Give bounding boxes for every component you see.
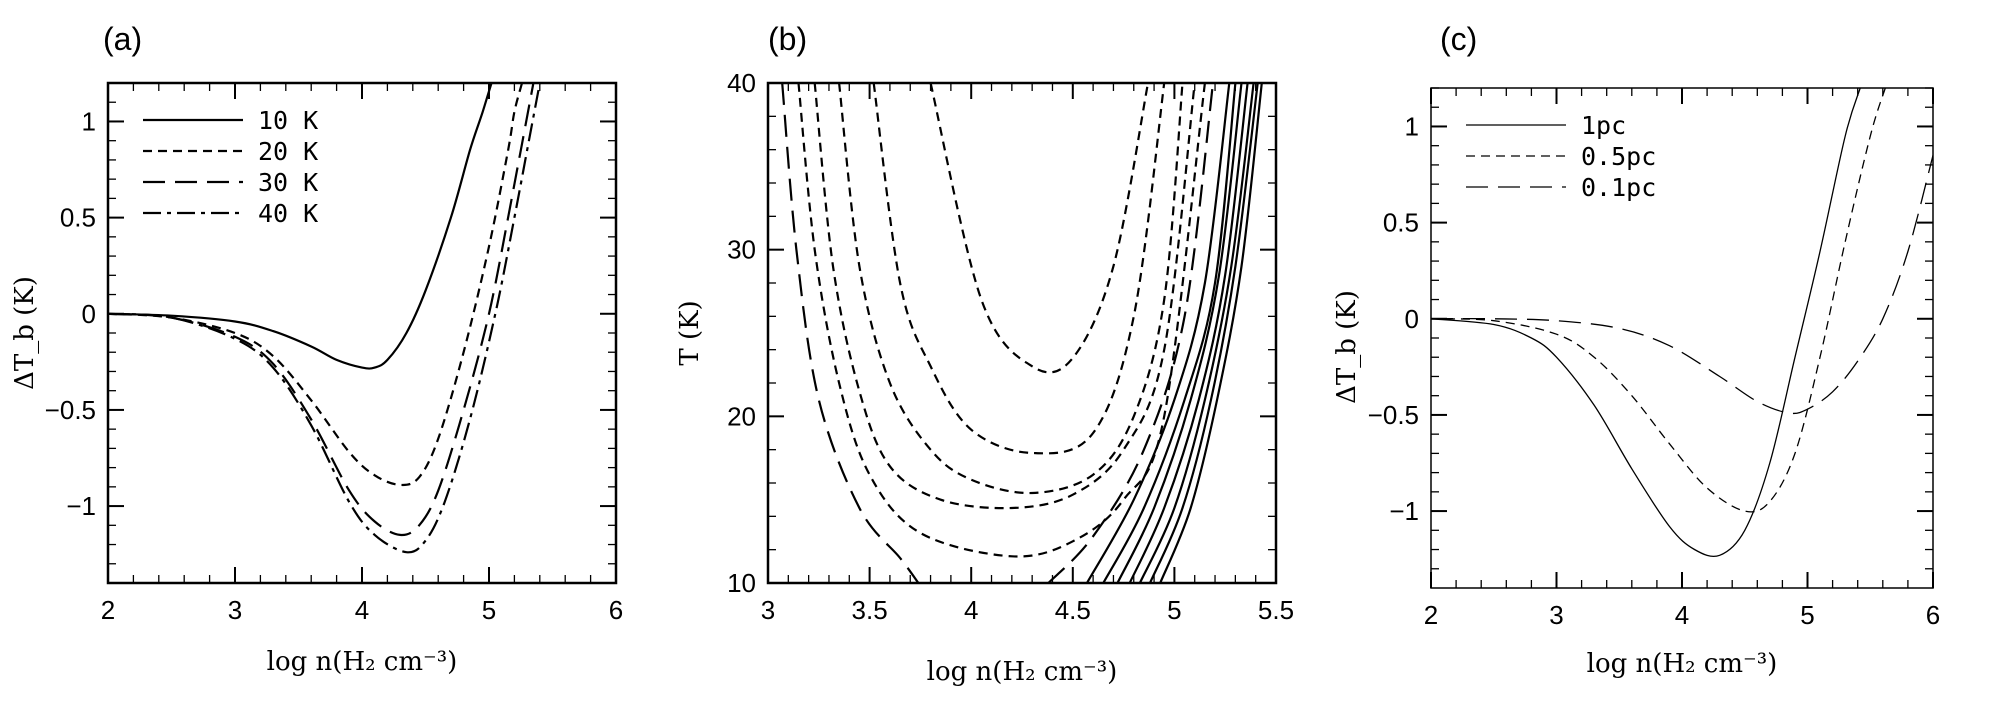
x-tick-label: 4 bbox=[964, 595, 978, 625]
series-line-10 bbox=[1116, 83, 1243, 583]
panel-b-ylabel: T (K) bbox=[675, 300, 705, 365]
x-tick-label: 4 bbox=[1675, 600, 1689, 630]
series-line-1pc bbox=[1431, 88, 1861, 558]
panel-c-xlabel: log n(H₂ cm⁻³) bbox=[1587, 649, 1778, 679]
y-tick-label: −1 bbox=[1389, 496, 1419, 526]
panel-b-ticks bbox=[767, 82, 1277, 584]
legend-label: 0.1pc bbox=[1581, 173, 1656, 202]
panel-a-curves bbox=[108, 83, 541, 554]
panel-b-tick-labels: 3 3.5 4 4.5 5 5.5 40 30 20 10 bbox=[727, 68, 1294, 625]
y-tick-label: 0.5 bbox=[1383, 208, 1419, 238]
panel-c-ylabel: ΔT_b (K) bbox=[1332, 290, 1362, 404]
series-line-6 bbox=[781, 83, 920, 583]
y-tick-label: 10 bbox=[727, 568, 756, 598]
y-tick-label: 20 bbox=[727, 401, 756, 431]
series-line-2 bbox=[872, 83, 1166, 455]
x-tick-label: 3 bbox=[1549, 600, 1563, 630]
series-line-0.5pc bbox=[1431, 88, 1886, 513]
x-tick-label: 5 bbox=[1167, 595, 1181, 625]
x-tick-label: 4.5 bbox=[1055, 595, 1091, 625]
series-line-1 bbox=[929, 83, 1150, 374]
series-line-7 bbox=[1047, 83, 1215, 583]
y-tick-label: 1 bbox=[82, 106, 96, 136]
y-tick-label: 30 bbox=[727, 235, 756, 265]
panel-c-frame bbox=[1430, 87, 1934, 589]
x-tick-label: 2 bbox=[1424, 600, 1438, 630]
panel-a-ylabel: ΔT_b (K) bbox=[10, 276, 40, 390]
series-line-8 bbox=[1086, 83, 1231, 583]
panel-a: (a) 2 3 4 5 6 1 0.5 0 −0.5 −1 10 K20 K30 K40 K lo… bbox=[10, 21, 623, 677]
panel-c-curves bbox=[1431, 88, 1933, 558]
series-line-30-k bbox=[108, 83, 535, 537]
panel-c-label: (c) bbox=[1440, 21, 1477, 57]
x-tick-label: 6 bbox=[1926, 600, 1940, 630]
y-tick-label: 1 bbox=[1405, 111, 1419, 141]
x-tick-label: 3 bbox=[228, 595, 242, 625]
legend-label: 30 K bbox=[258, 168, 318, 197]
panel-b-xlabel: log n(H₂ cm⁻³) bbox=[927, 657, 1118, 687]
x-tick-label: 3 bbox=[761, 595, 775, 625]
panel-a-label: (a) bbox=[103, 21, 142, 57]
series-line-0.1pc bbox=[1431, 155, 1933, 415]
x-tick-label: 3.5 bbox=[852, 595, 888, 625]
series-line-40-k bbox=[108, 83, 541, 554]
x-tick-label: 6 bbox=[609, 595, 623, 625]
series-line-12 bbox=[1138, 83, 1255, 583]
panel-a-legend: 10 K20 K30 K40 K bbox=[143, 106, 318, 228]
y-tick-label: 40 bbox=[727, 68, 756, 98]
legend-label: 0.5pc bbox=[1581, 142, 1656, 171]
y-tick-label: 0.5 bbox=[60, 203, 96, 233]
panel-a-xlabel: log n(H₂ cm⁻³) bbox=[267, 647, 458, 677]
series-line-13 bbox=[1148, 83, 1259, 583]
y-tick-label: 0 bbox=[1405, 304, 1419, 334]
panel-b-label: (b) bbox=[768, 21, 807, 57]
series-line-9 bbox=[1102, 83, 1237, 583]
y-tick-label: −1 bbox=[66, 491, 96, 521]
panel-c-tick-labels: 2 3 4 5 6 1 0.5 0 −0.5 −1 bbox=[1368, 111, 1941, 630]
x-tick-label: 2 bbox=[101, 595, 115, 625]
panel-a-tick-labels: 2 3 4 5 6 1 0.5 0 −0.5 −1 bbox=[45, 106, 624, 625]
panel-b-curves bbox=[781, 83, 1263, 583]
panel-a-frame bbox=[106, 81, 618, 585]
series-line-5 bbox=[797, 83, 1206, 558]
legend-label: 20 K bbox=[258, 137, 318, 166]
legend-label: 10 K bbox=[258, 106, 318, 135]
panel-a-ticks bbox=[107, 82, 617, 583]
x-tick-label: 5 bbox=[1800, 600, 1814, 630]
series-line-20-k bbox=[108, 83, 524, 487]
panel-b-frame bbox=[766, 81, 1278, 585]
series-line-4 bbox=[813, 83, 1196, 510]
y-tick-label: 0 bbox=[82, 299, 96, 329]
x-tick-label: 5 bbox=[482, 595, 496, 625]
legend-label: 1pc bbox=[1581, 111, 1626, 140]
series-line-3 bbox=[838, 83, 1184, 495]
x-tick-label: 4 bbox=[355, 595, 369, 625]
panel-c-ticks bbox=[1430, 87, 1934, 588]
y-tick-label: −0.5 bbox=[45, 395, 96, 425]
series-line-11 bbox=[1128, 83, 1249, 583]
series-line-14 bbox=[1159, 83, 1263, 583]
x-tick-label: 5.5 bbox=[1258, 595, 1294, 625]
legend-label: 40 K bbox=[258, 199, 318, 228]
series-line-10-k bbox=[108, 83, 493, 370]
y-tick-label: −0.5 bbox=[1368, 400, 1419, 430]
